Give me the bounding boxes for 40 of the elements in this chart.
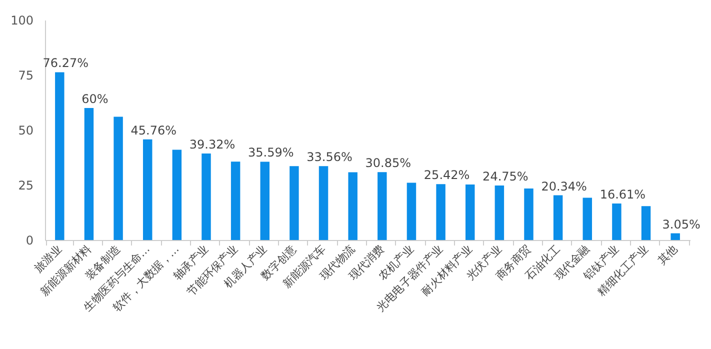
bar [202,153,211,240]
bar [406,182,416,240]
bar [84,108,94,240]
y-tick-label: 25 [18,178,34,192]
data-label: 33.56% [306,150,352,164]
bar [172,150,182,240]
data-label: 76.27% [42,56,89,70]
bar [582,198,592,240]
bar [494,186,504,240]
data-label: 20.34% [541,179,587,194]
data-label: 60% [82,92,108,106]
bar [641,206,651,240]
y-tick-label: 0 [26,234,34,248]
data-label: 30.85% [365,156,412,170]
bar [290,166,299,240]
bar [260,162,270,240]
data-label: 45.76% [130,123,176,138]
bar [142,139,152,240]
bar [55,72,64,240]
bar [612,203,622,240]
data-label: 39.32% [189,137,236,152]
bar [378,172,387,240]
data-label: 25.42% [424,168,470,182]
bar [670,233,680,240]
y-tick-label: 100 [10,14,34,28]
bar [318,166,328,240]
bar [465,184,475,240]
data-label: 16.61% [600,187,646,202]
bar [348,172,358,240]
y-tick-label: 50 [18,124,34,138]
data-label: 3.05% [662,217,700,232]
bar [230,162,240,240]
data-label: 24.75% [482,170,528,184]
x-tick-label: 其他 [655,242,680,268]
y-tick-label: 75 [18,68,34,82]
bar [524,188,534,240]
bar [114,116,123,240]
bar [553,195,563,240]
data-label: 35.59% [248,146,294,160]
bar [436,184,446,240]
